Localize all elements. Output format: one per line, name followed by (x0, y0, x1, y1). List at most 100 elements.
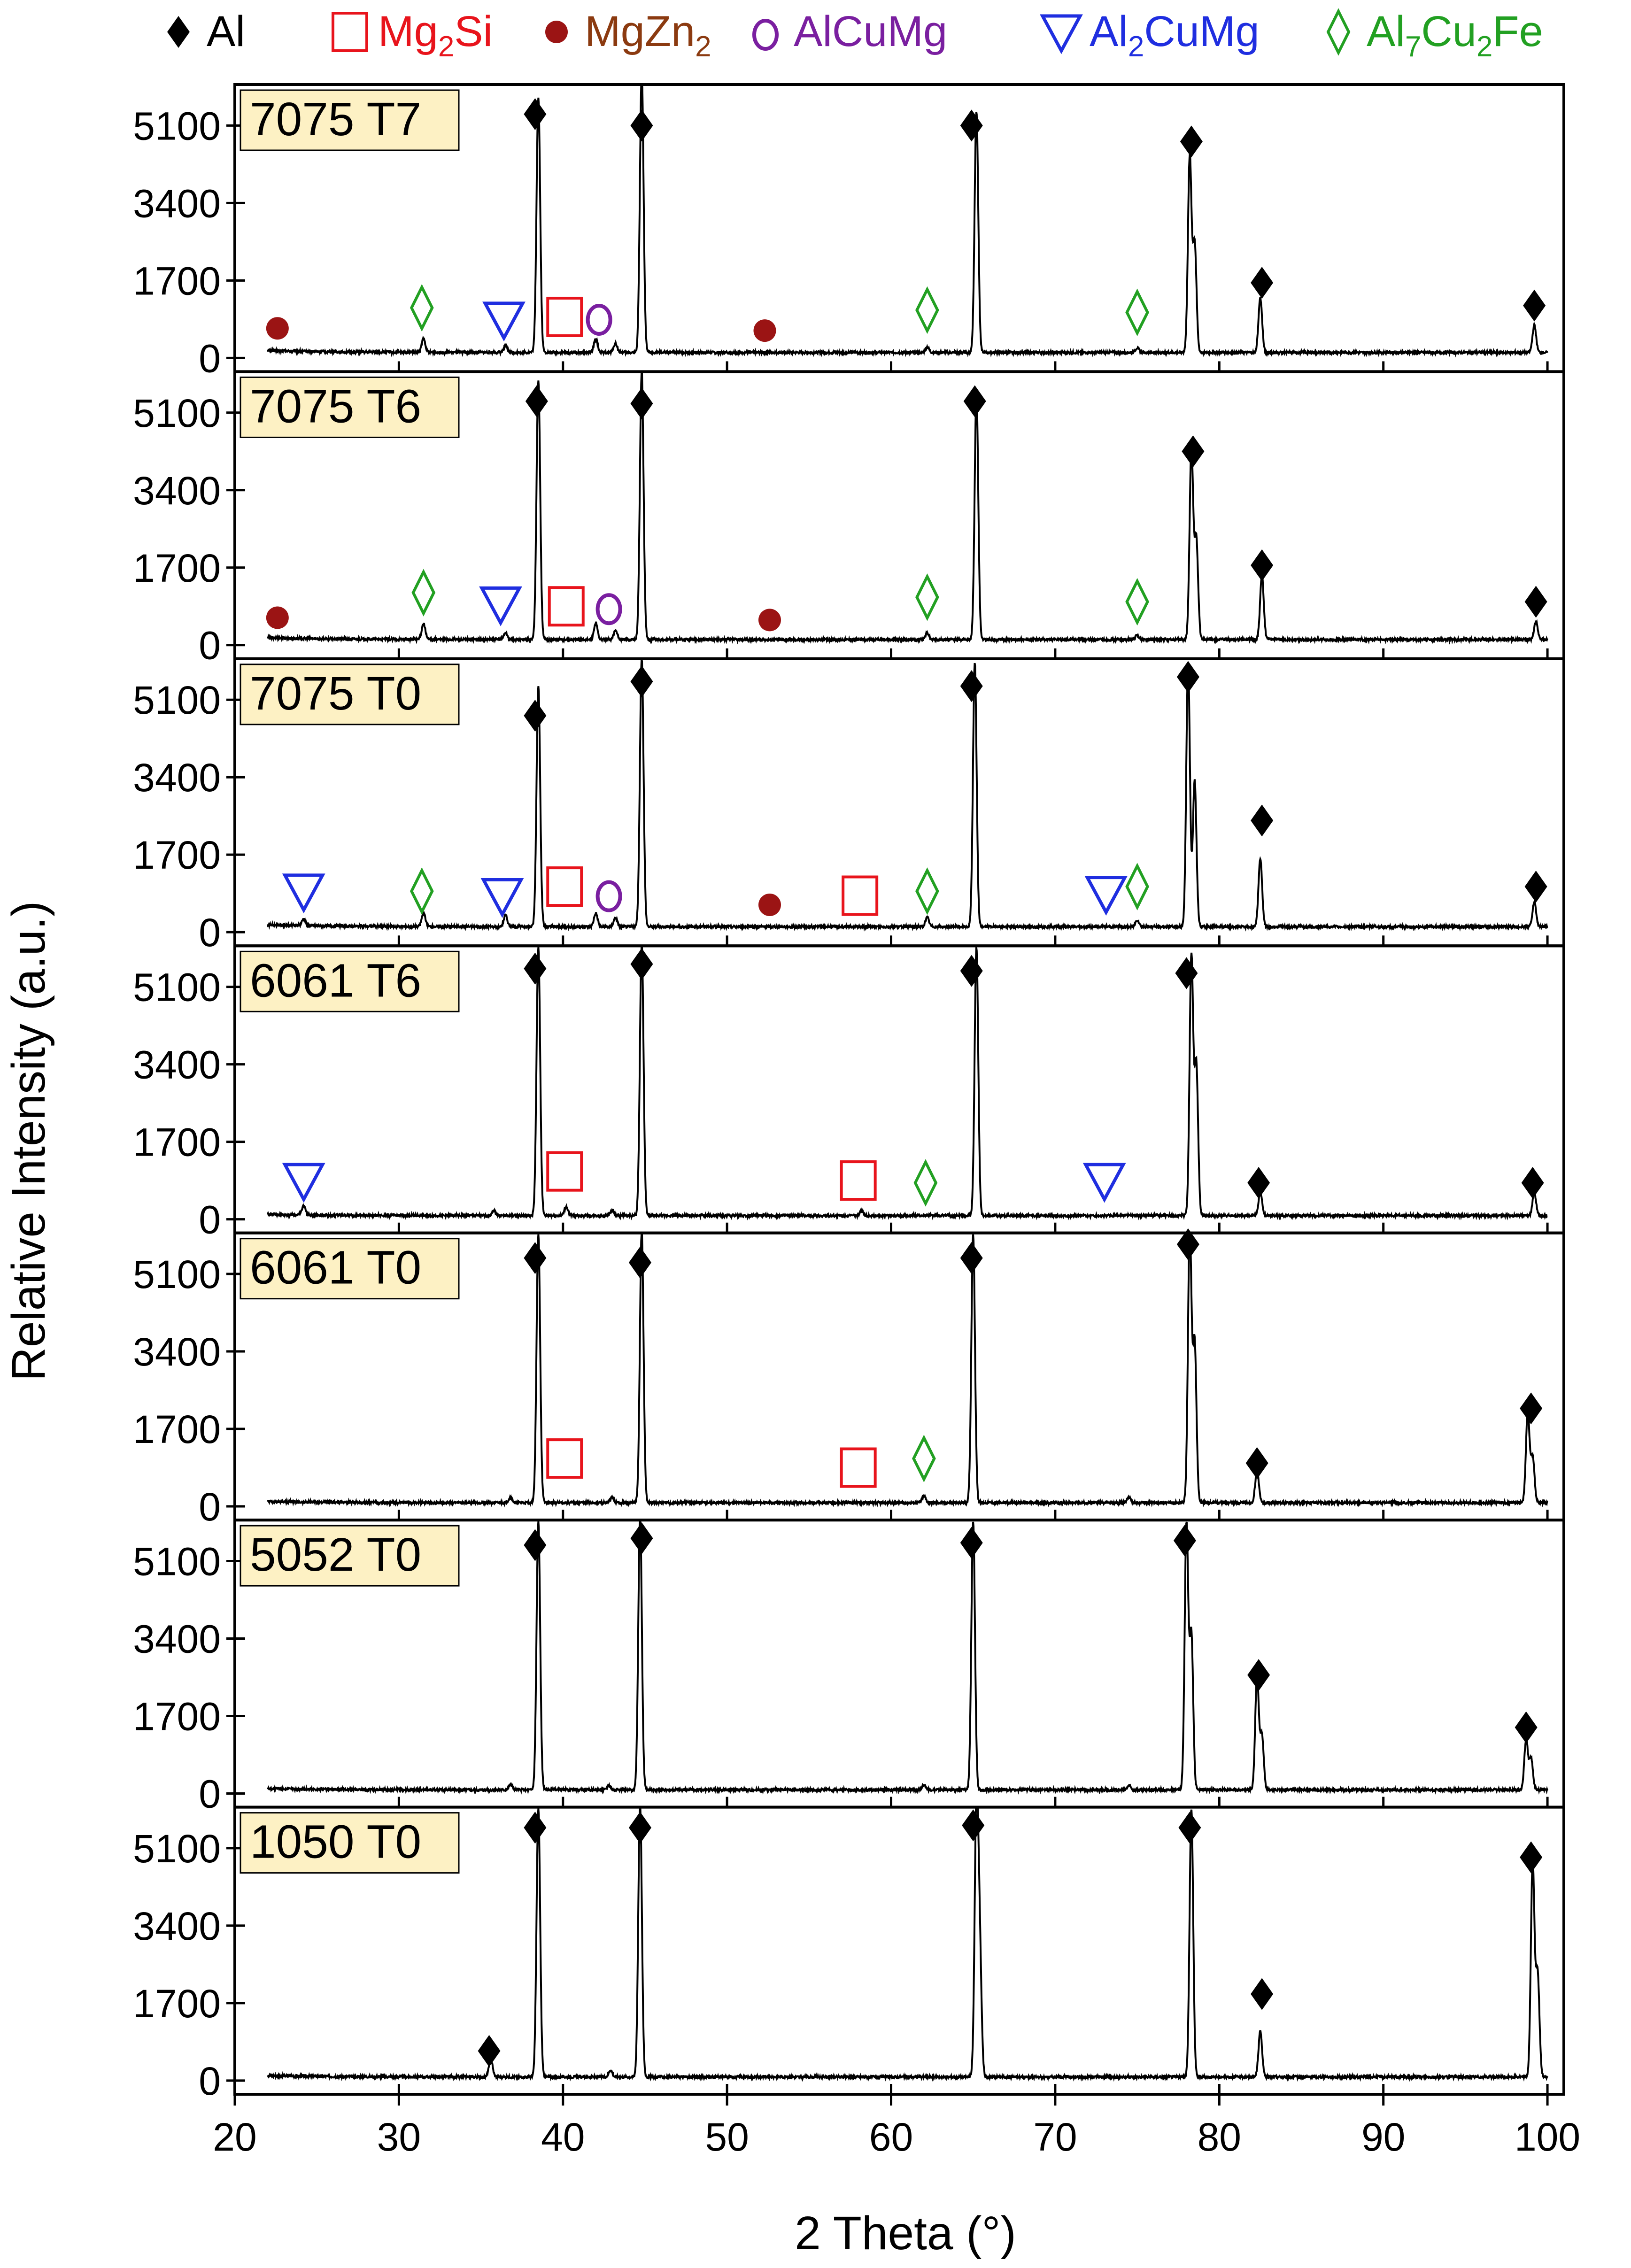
al2cumg-marker-shape (482, 301, 526, 342)
legend-symbol-al7cu2fe (1326, 8, 1351, 56)
al-marker-shape (960, 1242, 983, 1274)
al-marker-shape (1520, 1841, 1543, 1874)
peak-marker-al2cumg (480, 878, 524, 918)
peak-marker-al (478, 2035, 501, 2067)
legend-symbol-mg2si (332, 12, 368, 52)
y-tick-label: 5100 (133, 391, 221, 435)
y-tick-label: 1700 (133, 833, 221, 877)
peak-marker-al (1176, 661, 1199, 693)
y-tick-label: 5100 (133, 1827, 221, 1871)
peak-marker-al (524, 700, 547, 732)
al-marker-shape (525, 385, 548, 417)
al-marker-shape (960, 670, 983, 702)
peak-marker-al (628, 1812, 651, 1844)
y-axis-title: Relative Intensity (a.u.) (2, 901, 55, 1381)
peak-marker-mgzn2 (266, 317, 289, 340)
al-marker-shape (524, 1529, 547, 1561)
peak-marker-al (1182, 435, 1205, 468)
al-marker-shape (1251, 267, 1274, 299)
al-marker-shape (1245, 1447, 1268, 1479)
panel-7075-t6: 0 1700 3400 5100 7075 T6 (133, 370, 1565, 668)
legend-label-al2cumg: Al2CuMg (1090, 8, 1260, 63)
peak-marker-al (628, 1246, 651, 1279)
al2cumg-marker-shape (1084, 876, 1128, 916)
x-tick-label: 30 (377, 2115, 421, 2159)
legend-item-al: Al (167, 8, 245, 55)
peak-marker-al (1251, 804, 1274, 837)
legend-item-al2cumg: Al2CuMg (1040, 8, 1260, 63)
peak-marker-al (1251, 267, 1274, 299)
mg2si-marker-shape (548, 586, 585, 627)
y-tick-label: 5100 (133, 678, 221, 722)
mg2si-marker-shape (332, 12, 368, 52)
al-marker-shape (1247, 1166, 1270, 1199)
al-marker-shape (1521, 1166, 1544, 1199)
al-marker-shape (1251, 804, 1274, 837)
al7cu2fe-marker-shape (410, 867, 434, 915)
y-tick-label: 0 (199, 336, 221, 380)
peak-marker-al (524, 952, 547, 985)
y-tick-label: 0 (199, 910, 221, 955)
peak-marker-al2cumg (1084, 876, 1128, 916)
legend-symbol-mgzn2 (545, 21, 568, 43)
peak-marker-al (960, 670, 983, 702)
legend-symbol-al2cumg (1040, 14, 1083, 54)
al7cu2fe-marker-shape (1326, 8, 1351, 56)
legend: Al Mg2Si MgZn2 AlCuMg Al2CuMg Al7Cu2Fe (167, 8, 1543, 63)
al7cu2fe-marker-shape (913, 1159, 938, 1207)
peak-marker-al (963, 385, 986, 417)
al-marker-shape (1180, 125, 1203, 158)
peak-marker-mg2si (840, 1160, 877, 1201)
al7cu2fe-marker-shape (411, 569, 436, 617)
al2cumg-marker-shape (282, 1163, 325, 1203)
peak-marker-al (960, 109, 983, 142)
panel-label: 7075 T0 (240, 663, 460, 725)
panel-6061-t6: 0 1700 3400 5100 6061 T6 (133, 944, 1565, 1242)
panel-label-box (240, 89, 460, 151)
y-tick-label: 5100 (133, 1252, 221, 1296)
panel-label-box (240, 376, 460, 438)
peak-marker-al (1515, 1711, 1538, 1743)
panel-label: 6061 T0 (240, 1238, 460, 1300)
al-marker-shape (1173, 1524, 1196, 1557)
al-marker-shape (1247, 1659, 1270, 1691)
y-tick-label: 5100 (133, 965, 221, 1010)
peak-marker-al7cu2fe (1125, 288, 1149, 336)
peak-marker-al2cumg (479, 586, 522, 626)
xrd-series-line (267, 1807, 1548, 2082)
legend-label-mgzn2: MgZn2 (585, 8, 711, 63)
al-marker-shape (963, 385, 986, 417)
al-marker-shape (1176, 1228, 1199, 1260)
peak-marker-al2cumg (282, 873, 325, 914)
al-marker-shape (630, 1522, 653, 1554)
peak-marker-al (1523, 289, 1546, 322)
panel-7075-t0: 0 1700 3400 5100 7075 T0 (133, 657, 1565, 955)
peak-marker-alcumg (586, 303, 612, 336)
peak-marker-mgzn2 (758, 609, 781, 632)
al7cu2fe-marker-shape (410, 284, 434, 332)
panel-label-box (240, 1525, 460, 1587)
peak-marker-al (1524, 586, 1547, 618)
legend-item-mgzn2: MgZn2 (545, 8, 711, 63)
mgzn2-marker-shape (758, 893, 781, 916)
al-marker-shape (1524, 871, 1547, 903)
peak-marker-al (524, 1812, 547, 1844)
peak-marker-al (1245, 1447, 1268, 1479)
al-marker-shape (1178, 1812, 1201, 1844)
al-marker-shape (524, 952, 547, 985)
peak-marker-al (1247, 1166, 1270, 1199)
mg2si-marker-shape (546, 866, 583, 907)
peak-marker-al (630, 948, 653, 980)
peak-marker-mg2si (546, 1151, 583, 1192)
y-tick-label: 0 (199, 1485, 221, 1529)
peak-marker-al (525, 385, 548, 417)
peak-marker-al (1520, 1841, 1543, 1874)
peak-marker-mgzn2 (758, 893, 781, 916)
al7cu2fe-marker-shape (915, 286, 939, 334)
panel-label: 7075 T6 (240, 376, 460, 438)
peak-marker-al (1251, 1978, 1274, 2010)
al-marker-shape (524, 700, 547, 732)
x-tick-label: 80 (1198, 2115, 1241, 2159)
al7cu2fe-marker-shape (915, 573, 939, 621)
